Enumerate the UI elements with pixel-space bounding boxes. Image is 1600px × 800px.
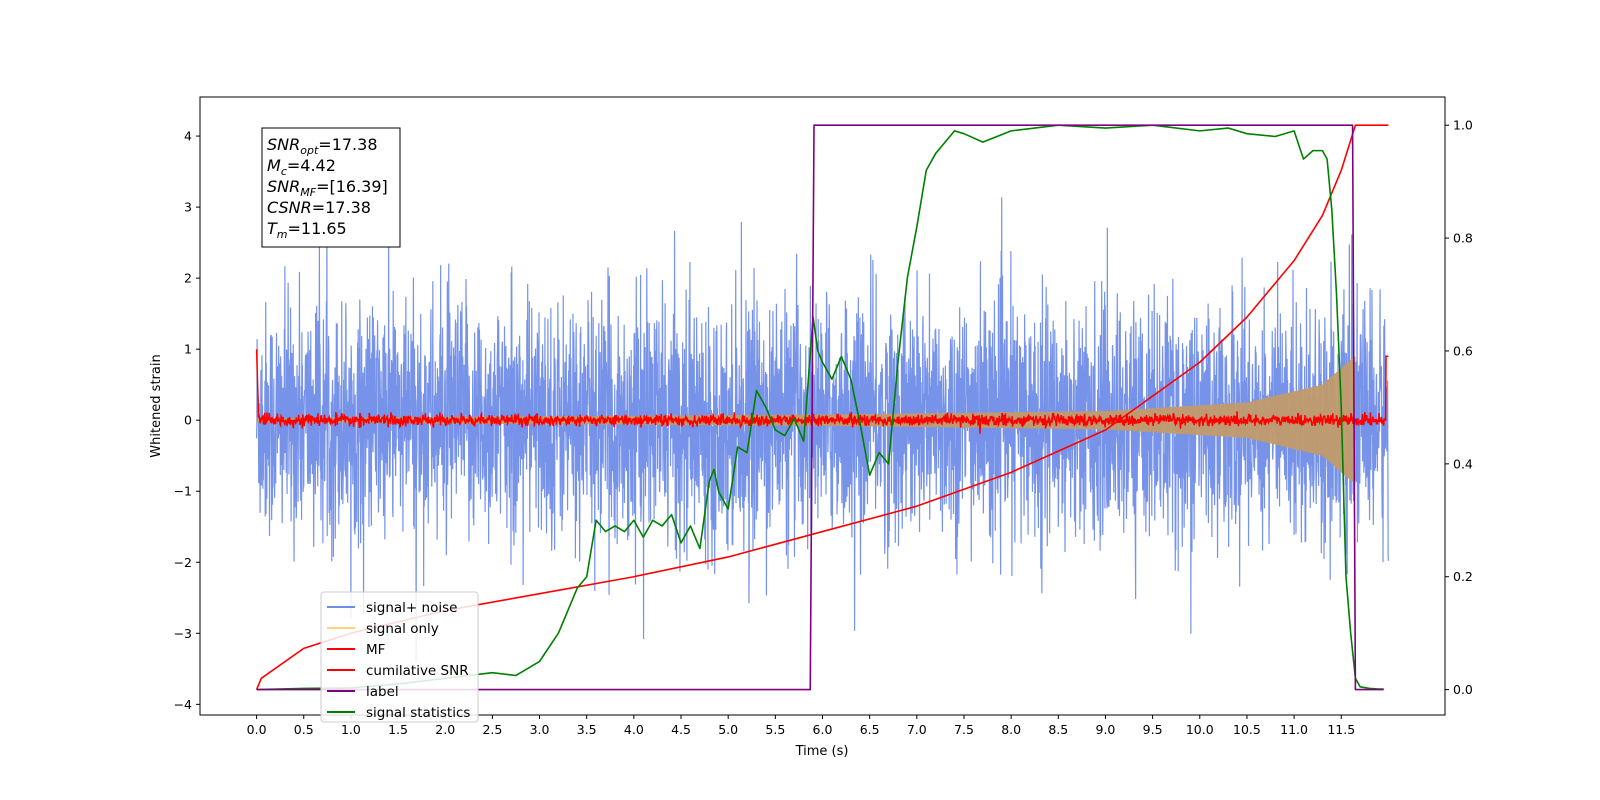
x-tick-label: 3.5 [577, 722, 597, 737]
y-tick-label: 2 [184, 271, 192, 286]
y2-tick-label: 0.0 [1453, 682, 1473, 697]
x-tick-label: 2.0 [435, 722, 455, 737]
legend-label: cumilative SNR [366, 663, 469, 679]
y-tick-label: −4 [174, 697, 192, 712]
x-tick-label: 10.5 [1233, 722, 1261, 737]
y2-tick-label: 0.6 [1453, 343, 1473, 358]
x-tick-label: 6.0 [813, 722, 833, 737]
annotation-box: SNRopt=17.38Mc=4.42SNRMF=[16.39]CSNR=17.… [261, 127, 401, 248]
y-axis-right: 1.0 0.8 0.6 0.4 0.2 0.0 [1445, 118, 1473, 697]
x-tick-label: 8.5 [1048, 722, 1068, 737]
x-tick-label: 1.5 [388, 722, 408, 737]
y-tick-label: 4 [184, 129, 192, 144]
x-tick-label: 1.0 [341, 722, 361, 737]
x-tick-label: 9.0 [1096, 722, 1116, 737]
legend-label: label [366, 684, 399, 700]
x-tick-label: 0.5 [294, 722, 314, 737]
x-tick-label: 0.0 [247, 722, 267, 737]
annotation-line: SNRopt=17.38 [267, 135, 378, 157]
x-axis: 0.0 0.5 1.0 1.5 2.0 2.5 3.0 3.5 4.0 4.5 5.0 5.5 6.0 6… [247, 715, 1355, 737]
x-tick-label: 3.0 [530, 722, 550, 737]
y-axis-left: 4 3 2 1 0 −1 −2 −3 −4 [174, 129, 200, 712]
x-tick-label: 9.5 [1143, 722, 1163, 737]
legend-label: signal statistics [366, 705, 470, 721]
y-tick-label: 3 [184, 200, 192, 215]
annotation-line: CSNR=17.38 [267, 198, 371, 217]
series-signal-statistics-line [256, 124, 1384, 691]
x-tick-label: 11.5 [1327, 722, 1355, 737]
y2-tick-label: 1.0 [1453, 118, 1473, 133]
x-tick-label: 7.0 [907, 722, 927, 737]
y2-tick-label: 0.8 [1453, 231, 1473, 246]
x-tick-label: 5.5 [765, 722, 785, 737]
y-tick-label: 0 [184, 413, 192, 428]
x-tick-label: 6.5 [860, 722, 880, 737]
y2-tick-label: 0.4 [1453, 456, 1473, 471]
legend: signal+ noise signal only MF cumilative SNR… [320, 591, 479, 723]
annotation-line: Mc=4.42 [267, 156, 336, 178]
annotation-line: SNRMF=[16.39] [267, 177, 388, 199]
annotation-line: Tm=11.65 [267, 219, 347, 241]
legend-label: MF [366, 642, 385, 658]
x-tick-label: 8.0 [1001, 722, 1021, 737]
y-tick-label: −1 [174, 484, 192, 499]
legend-label: signal+ noise [366, 600, 457, 616]
legend-label: signal only [366, 621, 439, 637]
series-label-line [256, 124, 1384, 691]
x-tick-label: 2.5 [482, 722, 502, 737]
x-tick-label: 11.0 [1280, 722, 1308, 737]
y-tick-label: −3 [174, 626, 192, 641]
legend-frame [320, 591, 479, 723]
x-tick-label: 7.5 [954, 722, 974, 737]
series-mf-line [255, 349, 1389, 434]
y-tick-label: 1 [184, 342, 192, 357]
x-tick-label: 10.0 [1186, 722, 1214, 737]
x-tick-label: 4.5 [671, 722, 691, 737]
x-tick-label: 5.0 [718, 722, 738, 737]
y2-tick-label: 0.2 [1453, 569, 1473, 584]
y-tick-label: −2 [174, 555, 192, 570]
x-tick-label: 4.0 [624, 722, 644, 737]
y-axis-title: Whitened strain [149, 354, 164, 457]
x-axis-title: Time (s) [795, 744, 849, 759]
